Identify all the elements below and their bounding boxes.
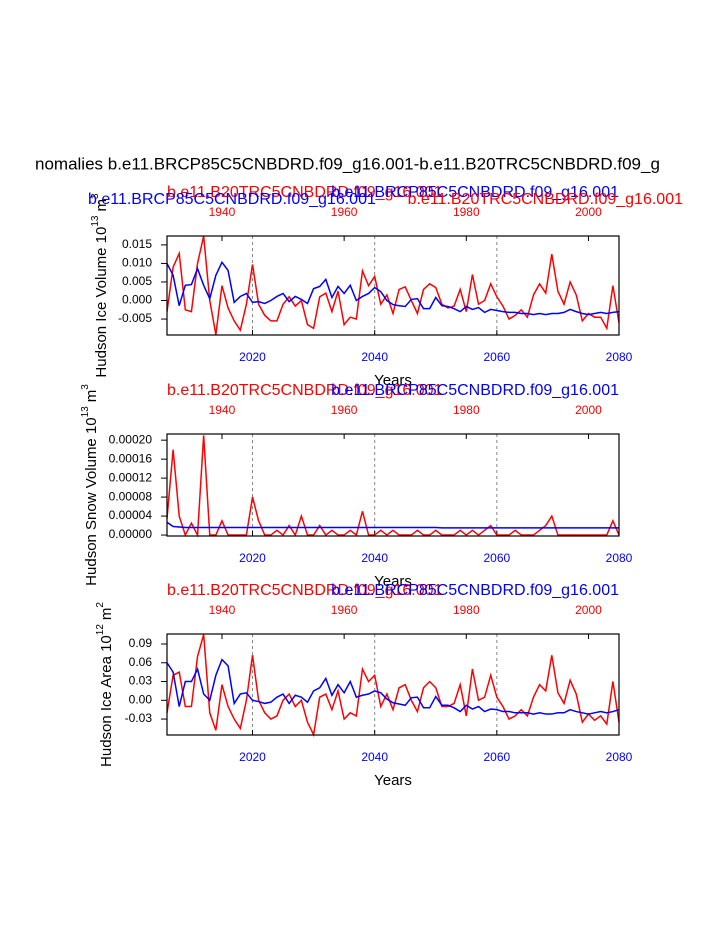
y-axis-label-unit-exp: 3 [90,193,101,199]
x2-tick-label: 1960 [331,205,358,219]
series-title: b.e11.BRCP85C5CNBDRD.f09_g16.001 [331,582,619,599]
y-tick-label: 0.015 [122,237,152,251]
x-tick-label: 2020 [239,551,266,565]
series-line [166,235,620,335]
x-tick-label: 2080 [606,551,633,565]
x-tick-label: 2020 [239,750,266,764]
x2-tick-label: 1960 [331,603,358,617]
y-axis-label-exp: 13 [80,406,91,418]
y-axis-label: Hudson Snow Volume 1013 m3 [80,384,100,586]
x2-tick-label: 2000 [575,403,602,417]
y-tick-label: 0.00008 [109,489,153,503]
series-line [166,658,620,715]
series-line [166,260,620,316]
series-title: b.e11.BRCP85C5CNBDRD.f09_g16.001 [331,382,619,399]
y-tick-label: 0.00012 [109,470,153,484]
y-axis-label-text: Hudson Snow Volume 10 [83,417,100,585]
x-tick-label: 2020 [239,350,266,364]
y-axis-label-unit: m [98,608,115,621]
y-tick-label: 0.00 [129,692,153,706]
y-tick-label: 0.00004 [109,508,153,522]
x2-tick-label: 1940 [209,603,236,617]
x-axis-label: Years [374,372,412,389]
figure-title: nomalies b.e11.BRCP85C5CNBDRD.f09_g16.00… [35,154,660,173]
y-axis-label: Hudson Ice Volume 1013 m3 [90,193,110,378]
y-tick-label: 0.09 [129,636,153,650]
y-axis-label-unit: m [93,199,110,212]
y-axis-label-unit-exp: 3 [80,384,91,390]
x2-tick-label: 1940 [209,403,236,417]
series-title: b.e11.BRCP85C5CNBDRD.f09_g16.001 [331,184,619,201]
subtitle: b.e11.B20TRC5CNBDRD.f09_g16.001 [408,191,684,208]
x-tick-label: 2060 [483,750,510,764]
series-title: b.e11.B20TRC5CNBDRD.f09_g16.001 [167,184,443,201]
y-tick-label: -0.005 [118,311,152,325]
x2-tick-label: 1980 [453,603,480,617]
y-tick-label: 0.00020 [109,432,153,446]
x-tick-label: 2060 [483,350,510,364]
plot-frame [166,633,620,736]
series-title: b.e11.B20TRC5CNBDRD.f09_g16.001 [167,382,443,399]
y-tick-label: 0.010 [122,256,152,270]
y-axis-label-exp: 12 [95,624,106,636]
x2-tick-label: 2000 [575,603,602,617]
x-tick-label: 2040 [361,551,388,565]
x2-tick-label: 1980 [453,205,480,219]
plot-frame [166,433,620,537]
y-axis-label-exp: 13 [90,215,101,227]
x-tick-label: 2060 [483,551,510,565]
plot-frame [166,235,620,336]
y-tick-label: 0.03 [129,674,153,688]
series-line [166,634,620,738]
y-axis-label-unit-exp: 2 [95,602,106,608]
x2-tick-label: 2000 [575,205,602,219]
series-title: b.e11.B20TRC5CNBDRD.f09_g16.001 [167,582,443,599]
y-axis-label-text: Hudson Ice Volume 10 [93,227,110,378]
x2-tick-label: 1980 [453,403,480,417]
x-tick-label: 2040 [361,350,388,364]
y-axis-label: Hudson Ice Area 1012 m2 [95,602,115,767]
x-tick-label: 2080 [606,750,633,764]
y-axis-label-unit: m [83,390,100,403]
series-line [166,521,619,529]
x-tick-label: 2040 [361,750,388,764]
y-tick-label: 0.00000 [109,527,153,541]
y-tick-label: 0.00016 [109,451,153,465]
y-tick-label: 0.06 [129,655,153,669]
x-axis-label: Years [374,573,412,590]
x-axis-label: Years [374,772,412,789]
y-tick-label: -0.03 [125,711,153,725]
y-tick-label: 0.005 [122,274,152,288]
subtitle: b.e11.BRCP85C5CNBDRD.f09_g16.001 [88,191,376,208]
series-line [166,435,620,538]
x2-tick-label: 1940 [209,205,236,219]
x-tick-label: 2080 [606,350,633,364]
x2-tick-label: 1960 [331,403,358,417]
y-axis-label-text: Hudson Ice Area 10 [98,635,115,767]
y-tick-label: 0.000 [122,293,152,307]
